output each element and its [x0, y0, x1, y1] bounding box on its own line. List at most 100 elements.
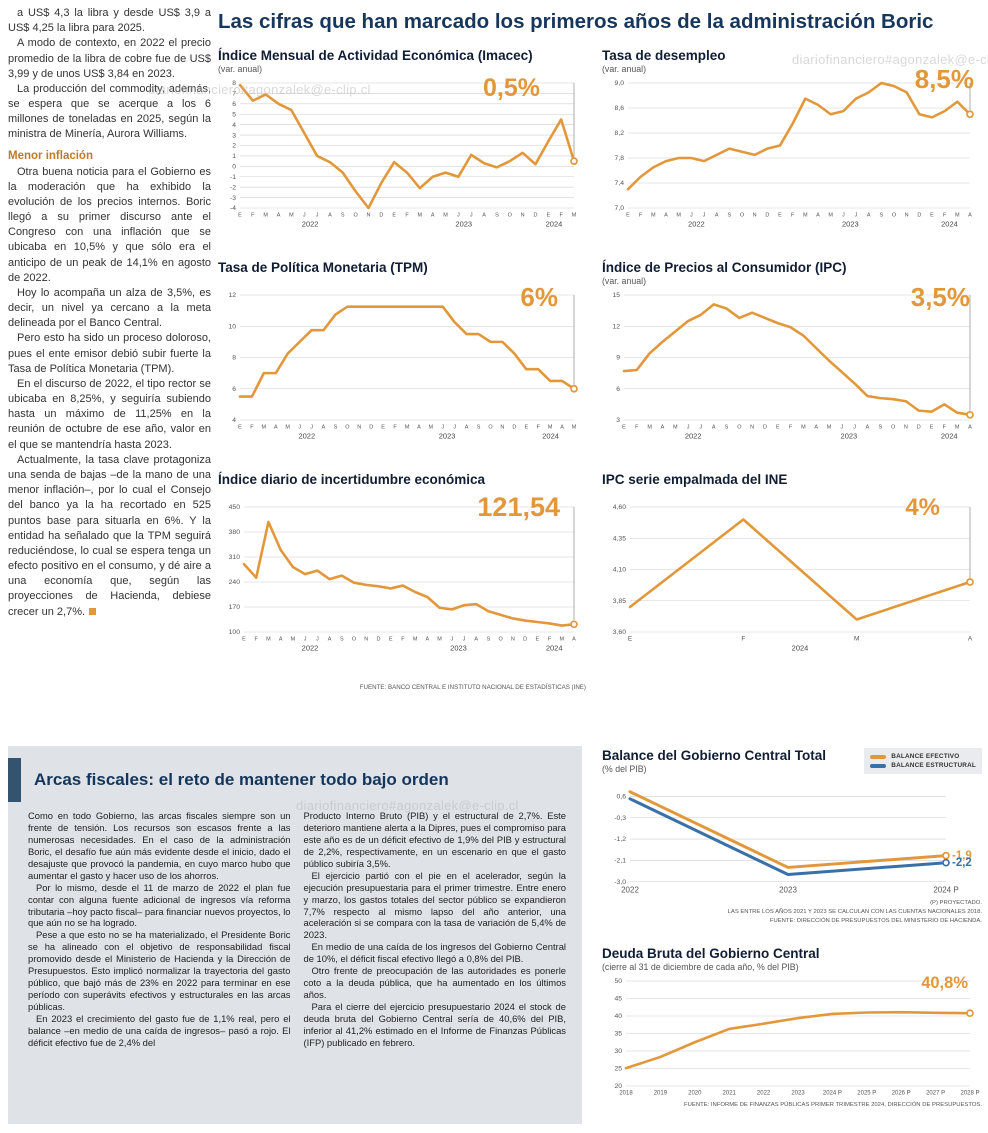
svg-text:F: F: [639, 213, 643, 219]
chart-subtitle: (% del PIB): [602, 764, 647, 774]
svg-text:4,10: 4,10: [613, 567, 626, 574]
svg-text:6: 6: [232, 101, 236, 108]
svg-text:F: F: [943, 213, 947, 219]
line-plot-ipc: 15 12 9 6 3 E F M A M J J A S O N D E F M A M J J A S O N D E F M A 2022 2…: [602, 287, 982, 441]
fiscal-box-title: Arcas fiscales: el reto de mantener todo…: [34, 770, 449, 789]
paragraph: (P) PROYECTADO.: [930, 900, 982, 906]
paragraph: Hoy lo acompaña un alza de 3,5%, es deci…: [8, 286, 211, 330]
svg-text:9: 9: [616, 355, 620, 362]
paragraph: Pero esto ha sido un proceso doloroso, p…: [8, 332, 211, 375]
fiscal-column-2: Producto Interno Bruto (PIB) y el estruc…: [304, 810, 567, 1049]
legend-swatch-estructural-icon: [870, 763, 887, 768]
svg-text:-1,2: -1,2: [614, 836, 626, 843]
svg-text:F: F: [255, 637, 259, 643]
svg-text:2023: 2023: [842, 220, 859, 229]
svg-text:E: E: [626, 213, 630, 219]
svg-text:M: M: [413, 637, 418, 643]
svg-text:J: J: [450, 637, 453, 643]
svg-text:A: A: [661, 425, 665, 431]
svg-text:40: 40: [614, 1013, 622, 1020]
line-plot-ipc-empalmada: 4,60 4,35 4,10 3,85 3,60 E F M A 2024: [602, 499, 982, 653]
svg-text:J: J: [690, 213, 693, 219]
svg-text:M: M: [854, 636, 859, 643]
svg-text:2024: 2024: [792, 644, 809, 653]
svg-text:S: S: [727, 213, 731, 219]
svg-text:J: J: [703, 213, 706, 219]
svg-text:2024: 2024: [542, 432, 559, 441]
paragraph: El ejercicio partió con el pie en el ace…: [303, 869, 567, 941]
paragraph: Otra buena noticia para el Gobierno es l…: [8, 165, 211, 284]
svg-text:2022: 2022: [298, 432, 315, 441]
svg-text:A: A: [279, 637, 283, 643]
svg-text:J: J: [453, 425, 456, 431]
chart-subtitle: (cierre al 31 de diciembre de cada año, …: [602, 962, 799, 972]
svg-text:M: M: [647, 425, 652, 431]
svg-text:E: E: [546, 213, 550, 219]
svg-text:M: M: [291, 637, 296, 643]
svg-text:25: 25: [614, 1066, 622, 1073]
svg-text:O: O: [345, 425, 350, 431]
svg-text:E: E: [238, 425, 242, 431]
svg-text:M: M: [418, 213, 423, 219]
section-subhead: Menor inflación: [8, 149, 93, 162]
svg-text:D: D: [917, 425, 921, 431]
svg-text:O: O: [892, 213, 897, 219]
svg-text:E: E: [389, 637, 393, 643]
svg-text:S: S: [878, 425, 882, 431]
svg-text:2022: 2022: [688, 220, 705, 229]
svg-text:2018: 2018: [619, 1091, 633, 1097]
svg-text:S: S: [340, 637, 344, 643]
paragraph: FUENTE: INFORME DE FINANZAS PÚBLICAS PRI…: [684, 1102, 982, 1108]
svg-text:F: F: [393, 425, 397, 431]
svg-text:J: J: [700, 425, 703, 431]
svg-text:E: E: [238, 213, 242, 219]
article-paragraphs-inflation: Otra buena noticia para el Gobierno es l…: [8, 165, 211, 453]
paragraph: La producción del commodity, además, se …: [8, 82, 211, 141]
legend-label: BALANCE EFECTIVO: [891, 753, 960, 760]
svg-text:A: A: [328, 637, 332, 643]
svg-text:D: D: [533, 213, 537, 219]
svg-text:8: 8: [232, 355, 236, 362]
svg-text:240: 240: [229, 579, 241, 586]
svg-text:-2: -2: [230, 184, 236, 191]
svg-text:S: S: [487, 637, 491, 643]
chart-imacec: Índice Mensual de Actividad Económica (I…: [218, 48, 586, 256]
copper-inflation-article: a US$ 4,3 la libra y desde US$ 3,9 a US$…: [8, 6, 211, 620]
svg-text:M: M: [828, 213, 833, 219]
svg-text:D: D: [369, 425, 373, 431]
chart-title: IPC serie empalmada del INE: [602, 472, 788, 487]
line-plot-desempleo: 9,0 8,6 8,2 7,8 7,4 7,0 E F M A M J J A S O N D E F M A M J J A S O…: [602, 75, 982, 229]
svg-text:M: M: [289, 213, 294, 219]
paragraph: a US$ 4,3 la libra y desde US$ 3,9 a US$…: [8, 7, 211, 35]
svg-text:O: O: [352, 637, 357, 643]
svg-text:-4: -4: [230, 205, 236, 212]
svg-text:N: N: [905, 213, 909, 219]
svg-text:O: O: [508, 213, 513, 219]
watermark-text: diariofinanciero#agonzalek@e-clip.cl: [792, 52, 988, 67]
svg-text:O: O: [488, 425, 493, 431]
chart-desempleo: Tasa de desempleo (var. anual) 9,0 8,6 8,2…: [602, 48, 982, 256]
svg-text:E: E: [622, 425, 626, 431]
svg-text:9,0: 9,0: [615, 80, 625, 87]
paragraph: En 2023 el crecimiento del gasto fue de …: [28, 1012, 291, 1048]
svg-text:J: J: [855, 213, 858, 219]
svg-text:M: M: [263, 213, 268, 219]
svg-text:4: 4: [232, 417, 236, 424]
svg-text:5: 5: [232, 111, 236, 118]
svg-text:2023: 2023: [779, 886, 797, 895]
svg-text:3,60: 3,60: [613, 629, 626, 636]
svg-text:M: M: [955, 213, 960, 219]
paragraph: Para el cierre del ejercicio presupuesta…: [303, 1001, 567, 1048]
svg-text:3: 3: [232, 132, 236, 139]
chart-deuda-bruta: Deuda Bruta del Gobierno Central (cierre…: [602, 946, 982, 1126]
svg-text:-0,3: -0,3: [614, 815, 626, 822]
paragraph: Otro frente de preocupación de las autor…: [303, 965, 567, 1001]
svg-text:S: S: [477, 425, 481, 431]
line-plot-tpm: 12 10 8 6 4 E F M A M J J A S O N D E F M A M J J A S O N D E F M A M 2022…: [218, 287, 586, 441]
watermark-text: diariofinanciero#agonzalek@e-clip.cl: [148, 82, 371, 97]
svg-text:J: J: [842, 213, 845, 219]
chart-footnotes: FUENTE: INFORME DE FINANZAS PÚBLICAS PRI…: [602, 1101, 982, 1110]
svg-text:M: M: [559, 637, 564, 643]
svg-text:F: F: [537, 425, 541, 431]
svg-text:O: O: [737, 425, 742, 431]
